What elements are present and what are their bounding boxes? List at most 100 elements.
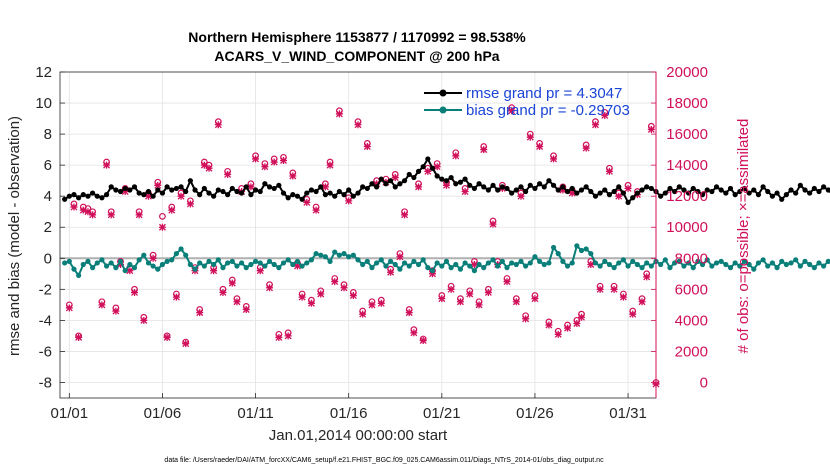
- rmse-point: [443, 178, 450, 184]
- obs-possible-point: [159, 212, 166, 220]
- obs-assimilated-point: [186, 200, 194, 208]
- obs-assimilated-point: [261, 163, 269, 171]
- rmse-point: [574, 190, 580, 196]
- obs-assimilated-point: [373, 180, 381, 188]
- bias-point: [574, 243, 580, 249]
- y-tick-label: 6: [44, 157, 52, 174]
- rmse-point: [616, 184, 622, 190]
- legend-rmse-label: rmse grand pr = 4.3047: [466, 85, 622, 102]
- y-tick-label: 2: [44, 219, 52, 236]
- bias-point: [131, 265, 138, 271]
- rmse-point: [197, 192, 203, 198]
- obs-assimilated-point: [419, 337, 427, 345]
- obs-assimilated-point: [345, 197, 353, 205]
- rmse-point: [225, 192, 231, 198]
- obs-assimilated-point: [149, 254, 157, 262]
- rmse-point: [276, 182, 282, 188]
- bias-point: [355, 257, 361, 263]
- bias-point: [639, 265, 645, 271]
- rmse-point: [364, 185, 370, 192]
- bias-point: [485, 260, 491, 266]
- rmse-point: [346, 187, 352, 193]
- obs-assimilated-point: [377, 299, 385, 307]
- bias-point: [150, 263, 156, 269]
- rmse-point: [392, 184, 398, 190]
- rmse-point: [704, 187, 710, 193]
- bias-point: [658, 261, 664, 268]
- rmse-point: [150, 193, 156, 199]
- bias-point: [760, 257, 766, 263]
- obs-assimilated-point: [65, 304, 73, 312]
- rmse-point: [644, 184, 650, 190]
- legend-bias-marker: [439, 106, 447, 114]
- obs-assimilated-point: [163, 333, 171, 341]
- y-tick-label: 0: [44, 250, 52, 267]
- obs-assimilated-point: [112, 307, 120, 315]
- rmse-point: [713, 184, 720, 190]
- bias-point: [89, 265, 96, 271]
- obs-assimilated-point: [503, 278, 511, 286]
- rmse-point: [588, 188, 594, 195]
- y-right-tick-label: 10000: [666, 219, 708, 236]
- legend-rmse-marker: [439, 89, 447, 97]
- obs-assimilated-point: [168, 206, 176, 214]
- obs-assimilated-point: [461, 188, 469, 196]
- obs-assimilated-point: [298, 293, 306, 301]
- obs-assimilated-point: [508, 107, 516, 115]
- bias-point: [66, 258, 72, 264]
- x-tick-label: 01/11: [237, 405, 273, 422]
- bias-point: [709, 263, 715, 269]
- y-tick-label: 12: [35, 64, 52, 81]
- bias-point: [76, 272, 82, 278]
- bias-point: [145, 260, 152, 266]
- rmse-point: [252, 187, 259, 193]
- rmse-point: [164, 184, 170, 190]
- rmse-point: [523, 188, 529, 195]
- bias-point: [141, 252, 147, 258]
- obs-assimilated-point: [526, 133, 534, 141]
- rmse-point: [434, 173, 440, 179]
- obs-assimilated-point: [89, 211, 97, 219]
- obs-assimilated-point: [284, 332, 292, 340]
- bias-point: [364, 258, 370, 264]
- bias-point: [243, 265, 249, 271]
- rmse-point: [374, 184, 380, 190]
- rmse-point: [238, 190, 245, 196]
- bias-point: [779, 258, 785, 264]
- bias-point: [644, 260, 650, 266]
- bias-point: [374, 260, 380, 266]
- bias-point: [578, 247, 585, 254]
- rmse-point: [821, 184, 827, 190]
- rmse-point: [690, 185, 696, 192]
- rmse-point: [453, 181, 459, 187]
- rmse-point: [597, 190, 603, 196]
- bias-point: [504, 265, 510, 271]
- obs-assimilated-point: [331, 278, 339, 286]
- obs-assimilated-point: [359, 310, 367, 318]
- rmse-point: [169, 187, 175, 193]
- obs-assimilated-point: [326, 161, 334, 169]
- obs-assimilated-point: [312, 206, 320, 214]
- obs-assimilated-point: [452, 152, 460, 160]
- bias-point: [616, 260, 622, 266]
- bias-point: [439, 263, 445, 269]
- rmse-point: [741, 185, 748, 192]
- rmse-point: [620, 190, 627, 196]
- rmse-point: [667, 185, 673, 192]
- rmse-point: [648, 185, 654, 192]
- rmse-point: [192, 187, 198, 193]
- rmse-point: [383, 181, 389, 187]
- bias-point: [122, 268, 128, 274]
- rmse-point: [788, 187, 794, 193]
- bias-point: [499, 258, 505, 264]
- bias-point: [271, 261, 277, 268]
- obs-assimilated-point: [303, 198, 311, 206]
- legend-bias-label: bias grand pr = -0.29703: [466, 102, 630, 119]
- legend: rmse grand pr = 4.3047 bias grand pr = -…: [424, 85, 630, 119]
- bias-point: [420, 257, 426, 263]
- bias-point: [550, 244, 557, 251]
- obs-assimilated-point: [200, 161, 208, 169]
- rmse-point: [201, 185, 207, 192]
- bias-point: [816, 260, 822, 266]
- obs-assimilated-point: [568, 189, 576, 197]
